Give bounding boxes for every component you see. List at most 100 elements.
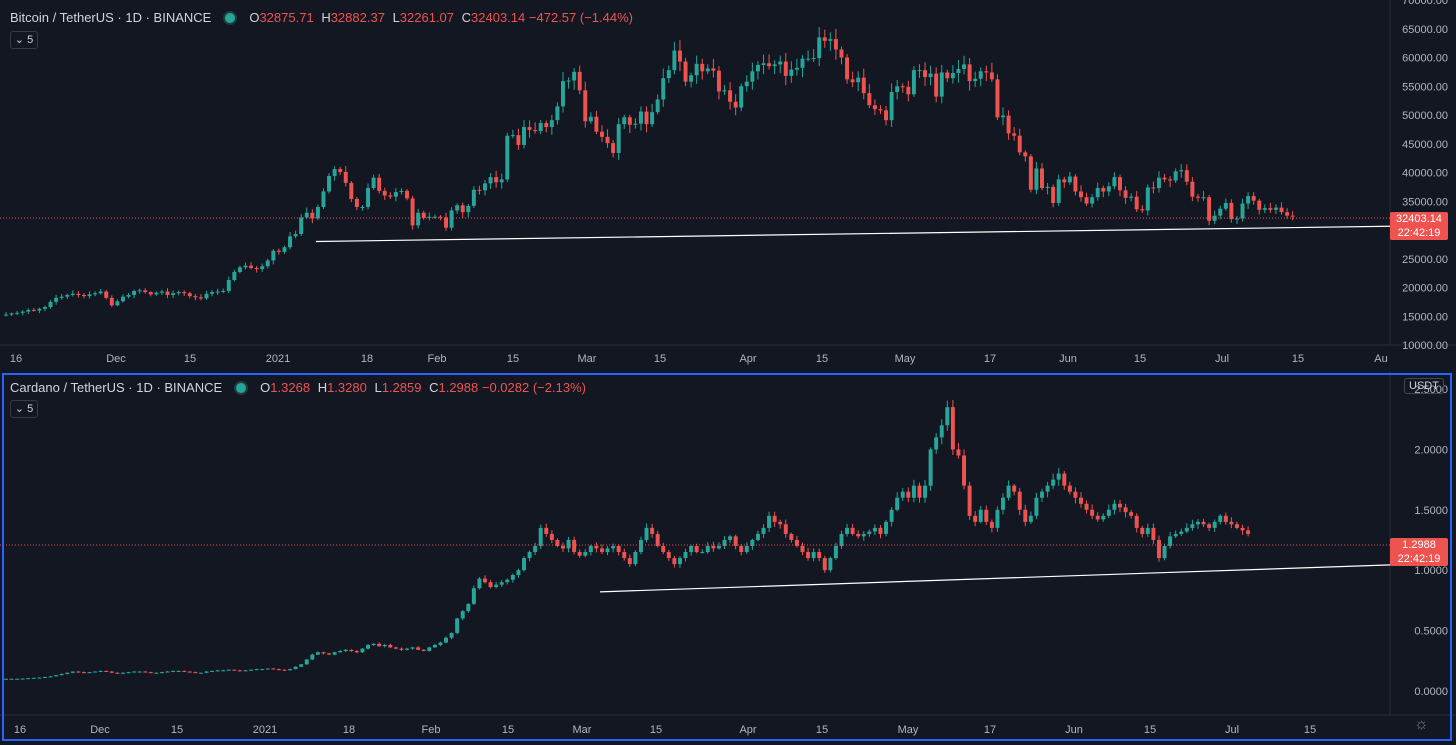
candle-body — [1179, 170, 1184, 172]
candle-body — [1207, 524, 1212, 528]
candle-body — [1034, 168, 1039, 190]
candle-body — [1234, 524, 1239, 528]
price-tick-label: 10000.00 — [1402, 340, 1448, 352]
candle-body — [265, 668, 270, 670]
btc-collapse-button[interactable]: ⌄ 5 — [10, 31, 38, 49]
candle-body — [1017, 135, 1022, 153]
ada-collapse-button[interactable]: ⌄ 5 — [10, 400, 38, 418]
price-tick-label: 15000.00 — [1402, 311, 1448, 323]
price-tick-label: 20000.00 — [1402, 283, 1448, 295]
candle-body — [906, 86, 911, 95]
btc-countdown: 22:42:19 — [1397, 227, 1441, 239]
candle-body — [171, 293, 176, 295]
candle-body — [638, 539, 643, 553]
candle-body — [293, 666, 298, 670]
price-tick-label: 1.0000 — [1414, 565, 1448, 577]
candle-body — [1084, 503, 1089, 510]
candle-body — [1257, 200, 1262, 210]
candle-body — [226, 280, 231, 291]
candle-body — [677, 558, 682, 565]
candle-body — [54, 297, 59, 302]
price-tick-label: 1.5000 — [1414, 505, 1448, 517]
time-tick-label: Jul — [1225, 724, 1239, 736]
candle-body — [867, 531, 872, 534]
ada-pane[interactable]: 2.5000 2.0000 1.5000 1.0000 0.5000 0.0000 16 De… — [0, 372, 1456, 745]
candle-body — [226, 669, 231, 671]
candle-body — [683, 552, 688, 559]
candle-body — [677, 50, 682, 62]
candle-body — [427, 216, 432, 218]
candle-body — [198, 672, 203, 674]
candle-body — [410, 647, 415, 649]
currency-unit-button[interactable]: USDT — [1404, 378, 1444, 394]
candle-body — [583, 552, 588, 556]
btc-collapse-count: 5 — [27, 34, 34, 46]
candle-body — [583, 90, 588, 122]
ada-low-label: L — [374, 380, 382, 395]
candle-body — [1034, 497, 1039, 516]
candle-body — [1090, 509, 1095, 516]
settings-gear-icon[interactable]: ☼ — [1414, 716, 1429, 733]
candle-body — [599, 131, 604, 137]
btc-close-label: C — [461, 10, 472, 25]
candle-body — [76, 671, 81, 673]
candle-body — [1268, 208, 1273, 210]
candle-body — [455, 618, 460, 633]
candle-body — [221, 670, 226, 672]
time-tick-label: May — [895, 353, 916, 365]
candle-body — [828, 558, 833, 571]
candle-body — [444, 217, 448, 228]
candle-body — [939, 72, 944, 97]
candle-body — [115, 301, 120, 306]
candle-body — [132, 671, 137, 673]
candle-body — [165, 671, 170, 673]
ada-symbol[interactable]: Cardano / TetherUS · 1D · BINANCE — [10, 380, 223, 395]
btc-change: −472.57 (−1.44%) — [528, 10, 633, 25]
candle-body — [371, 177, 376, 189]
candle-body — [165, 291, 170, 295]
candle-body — [594, 546, 599, 549]
candle-body — [499, 582, 504, 585]
candle-body — [265, 260, 270, 267]
time-tick-label: Jul — [1215, 353, 1229, 365]
time-tick-label: Mar — [578, 353, 597, 365]
candle-body — [204, 671, 209, 673]
candle-body — [733, 536, 738, 546]
candle-body — [1123, 507, 1128, 513]
candle-body — [1285, 212, 1290, 216]
candle-body — [304, 659, 309, 665]
candle-body — [1045, 186, 1050, 189]
candle-body — [822, 37, 827, 41]
candle-body — [694, 63, 699, 76]
candle-body — [421, 212, 426, 218]
btc-pane[interactable]: 70000.00 65000.00 60000.00 55000.00 50000.00… — [0, 0, 1456, 372]
candle-body — [243, 265, 248, 268]
candle-body — [321, 652, 326, 654]
candle-body — [26, 309, 31, 312]
candle-body — [81, 672, 86, 674]
candle-body — [884, 521, 889, 534]
candle-body — [159, 672, 164, 674]
candle-body — [115, 672, 120, 674]
price-tick-label: 45000.00 — [1402, 139, 1448, 151]
candle-body — [510, 135, 515, 137]
candle-body — [271, 250, 276, 261]
btc-symbol[interactable]: Bitcoin / TetherUS · 1D · BINANCE — [10, 10, 212, 25]
candle-body — [845, 57, 850, 80]
candle-body — [81, 294, 86, 297]
candle-body — [1101, 188, 1106, 192]
candle-body — [711, 546, 716, 549]
candle-body — [789, 69, 794, 76]
candle-body — [193, 296, 198, 298]
candle-body — [666, 552, 671, 559]
candle-body — [4, 314, 8, 316]
candle-body — [477, 578, 482, 589]
candle-body — [728, 90, 733, 102]
btc-chart[interactable]: 70000.00 65000.00 60000.00 55000.00 50000.00… — [0, 0, 1456, 372]
price-tick-label: 0.5000 — [1414, 626, 1448, 638]
candle-body — [861, 533, 866, 537]
candle-body — [533, 129, 538, 132]
time-tick-label: 17 — [984, 724, 996, 736]
candle-body — [460, 205, 465, 213]
